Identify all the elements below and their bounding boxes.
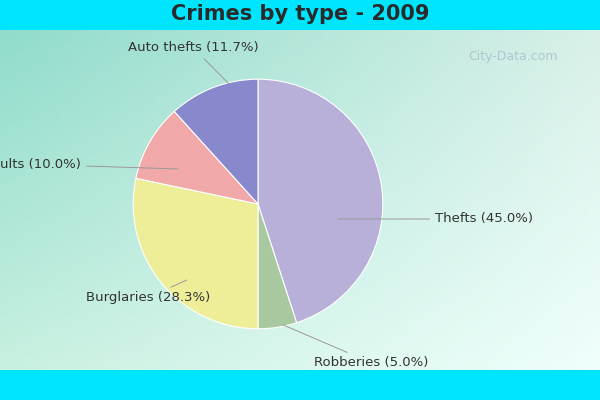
Wedge shape (174, 79, 258, 204)
Text: Assaults (10.0%): Assaults (10.0%) (0, 158, 178, 170)
Wedge shape (136, 112, 258, 204)
Text: Auto thefts (11.7%): Auto thefts (11.7%) (128, 41, 259, 84)
Wedge shape (133, 178, 258, 329)
Text: City-Data.com: City-Data.com (469, 50, 558, 63)
Text: Thefts (45.0%): Thefts (45.0%) (338, 212, 533, 226)
Text: Burglaries (28.3%): Burglaries (28.3%) (86, 280, 210, 304)
Text: Robberies (5.0%): Robberies (5.0%) (283, 325, 428, 369)
Wedge shape (258, 79, 383, 323)
Wedge shape (258, 204, 296, 329)
Text: Crimes by type - 2009: Crimes by type - 2009 (171, 4, 429, 24)
